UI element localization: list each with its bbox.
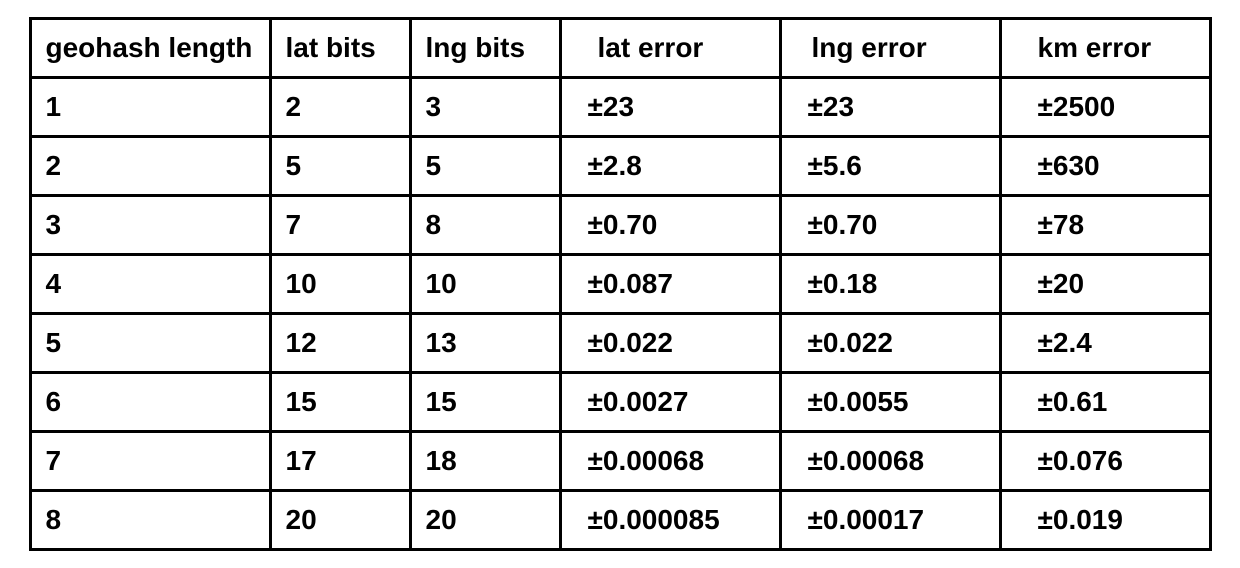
cell: 10 (270, 255, 410, 314)
cell: ±0.022 (780, 314, 1000, 373)
cell: ±20 (1000, 255, 1210, 314)
cell: ±630 (1000, 137, 1210, 196)
cell: 13 (410, 314, 560, 373)
cell: 8 (410, 196, 560, 255)
table-row: 7 17 18 ±0.00068 ±0.00068 ±0.076 (30, 432, 1210, 491)
cell: 7 (270, 196, 410, 255)
cell: 5 (30, 314, 270, 373)
cell: 15 (270, 373, 410, 432)
cell: 20 (410, 491, 560, 550)
cell: 12 (270, 314, 410, 373)
cell: 4 (30, 255, 270, 314)
cell: ±23 (560, 78, 780, 137)
cell: ±0.18 (780, 255, 1000, 314)
table-row: 1 2 3 ±23 ±23 ±2500 (30, 78, 1210, 137)
table-row: 8 20 20 ±0.000085 ±0.00017 ±0.019 (30, 491, 1210, 550)
cell: ±0.0055 (780, 373, 1000, 432)
col-header-lng-bits: lng bits (410, 19, 560, 78)
cell: 8 (30, 491, 270, 550)
cell: 18 (410, 432, 560, 491)
cell: 7 (30, 432, 270, 491)
cell: ±0.00068 (780, 432, 1000, 491)
cell: ±0.70 (780, 196, 1000, 255)
cell: ±0.61 (1000, 373, 1210, 432)
table-row: 6 15 15 ±0.0027 ±0.0055 ±0.61 (30, 373, 1210, 432)
cell: 1 (30, 78, 270, 137)
table-header-row: geohash length lat bits lng bits lat err… (30, 19, 1210, 78)
cell: ±0.00017 (780, 491, 1000, 550)
cell: ±0.0027 (560, 373, 780, 432)
col-header-lng-error: lng error (780, 19, 1000, 78)
cell: 15 (410, 373, 560, 432)
cell: ±0.000085 (560, 491, 780, 550)
cell: ±0.076 (1000, 432, 1210, 491)
cell: ±2.4 (1000, 314, 1210, 373)
page: geohash length lat bits lng bits lat err… (0, 0, 1240, 568)
table-row: 3 7 8 ±0.70 ±0.70 ±78 (30, 196, 1210, 255)
cell: ±0.087 (560, 255, 780, 314)
cell: ±5.6 (780, 137, 1000, 196)
cell: ±78 (1000, 196, 1210, 255)
cell: ±0.022 (560, 314, 780, 373)
cell: 17 (270, 432, 410, 491)
cell: 20 (270, 491, 410, 550)
cell: 5 (410, 137, 560, 196)
cell: ±2500 (1000, 78, 1210, 137)
col-header-lat-error: lat error (560, 19, 780, 78)
cell: 3 (410, 78, 560, 137)
table-body: 1 2 3 ±23 ±23 ±2500 2 5 5 ±2.8 ±5.6 ±630… (30, 78, 1210, 550)
cell: 2 (270, 78, 410, 137)
col-header-lat-bits: lat bits (270, 19, 410, 78)
col-header-km-error: km error (1000, 19, 1210, 78)
cell: 2 (30, 137, 270, 196)
cell: ±23 (780, 78, 1000, 137)
cell: ±2.8 (560, 137, 780, 196)
cell: 10 (410, 255, 560, 314)
table-row: 2 5 5 ±2.8 ±5.6 ±630 (30, 137, 1210, 196)
cell: 5 (270, 137, 410, 196)
col-header-geohash-length: geohash length (30, 19, 270, 78)
cell: ±0.00068 (560, 432, 780, 491)
cell: 6 (30, 373, 270, 432)
table-row: 4 10 10 ±0.087 ±0.18 ±20 (30, 255, 1210, 314)
table-row: 5 12 13 ±0.022 ±0.022 ±2.4 (30, 314, 1210, 373)
cell: 3 (30, 196, 270, 255)
geohash-precision-table: geohash length lat bits lng bits lat err… (29, 17, 1212, 551)
cell: ±0.019 (1000, 491, 1210, 550)
cell: ±0.70 (560, 196, 780, 255)
table-header: geohash length lat bits lng bits lat err… (30, 19, 1210, 78)
